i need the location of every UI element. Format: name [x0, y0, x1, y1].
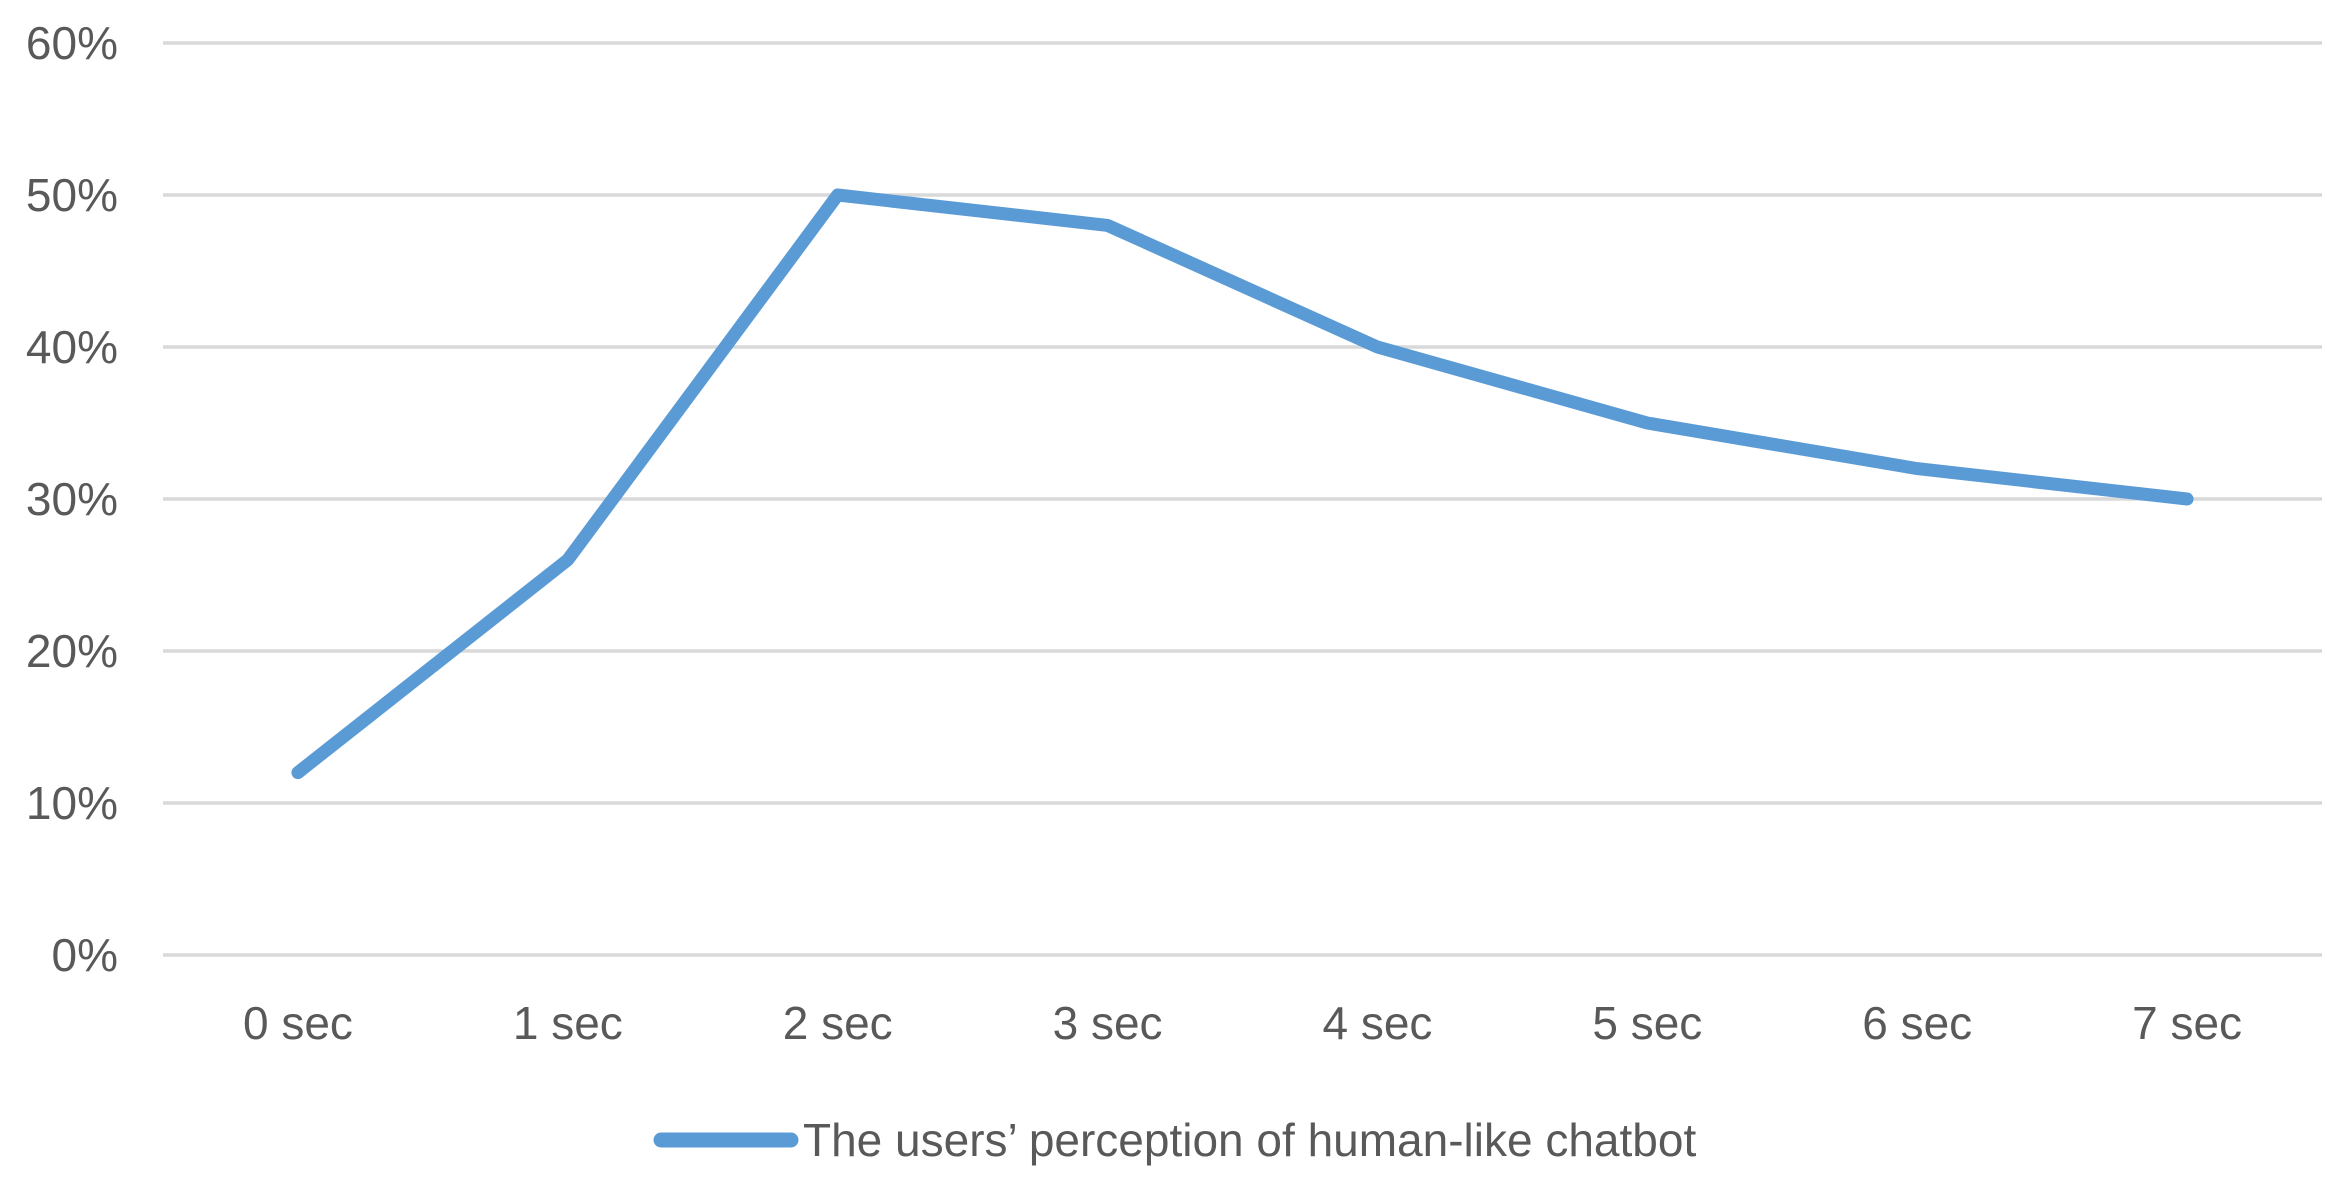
x-tick-label: 6 sec [1862, 997, 1972, 1049]
legend-label: The users’ perception of human-like chat… [803, 1114, 1696, 1166]
x-tick-label: 1 sec [513, 997, 623, 1049]
x-tick-label: 2 sec [783, 997, 893, 1049]
legend: The users’ perception of human-like chat… [653, 1114, 1696, 1166]
x-tick-label: 7 sec [2132, 997, 2242, 1049]
y-tick-label: 50% [26, 169, 118, 221]
y-tick-label: 0% [52, 929, 118, 981]
x-tick-label: 4 sec [1322, 997, 1432, 1049]
x-tick-label: 0 sec [243, 997, 353, 1049]
y-tick-label: 20% [26, 625, 118, 677]
x-tick-label: 3 sec [1053, 997, 1163, 1049]
gridlines [163, 41, 2322, 957]
y-tick-label: 30% [26, 473, 118, 525]
y-tick-label: 60% [26, 17, 118, 69]
series-line-users-perception [291, 188, 2194, 780]
y-axis-tick-labels: 0% 10% 20% 30% 40% 50% 60% [26, 17, 118, 981]
y-tick-label: 10% [26, 777, 118, 829]
y-tick-label: 40% [26, 321, 118, 373]
x-axis-tick-labels: 0 sec 1 sec 2 sec 3 sec 4 sec 5 sec 6 sec 7 sec [243, 997, 2242, 1049]
x-tick-label: 5 sec [1592, 997, 1702, 1049]
